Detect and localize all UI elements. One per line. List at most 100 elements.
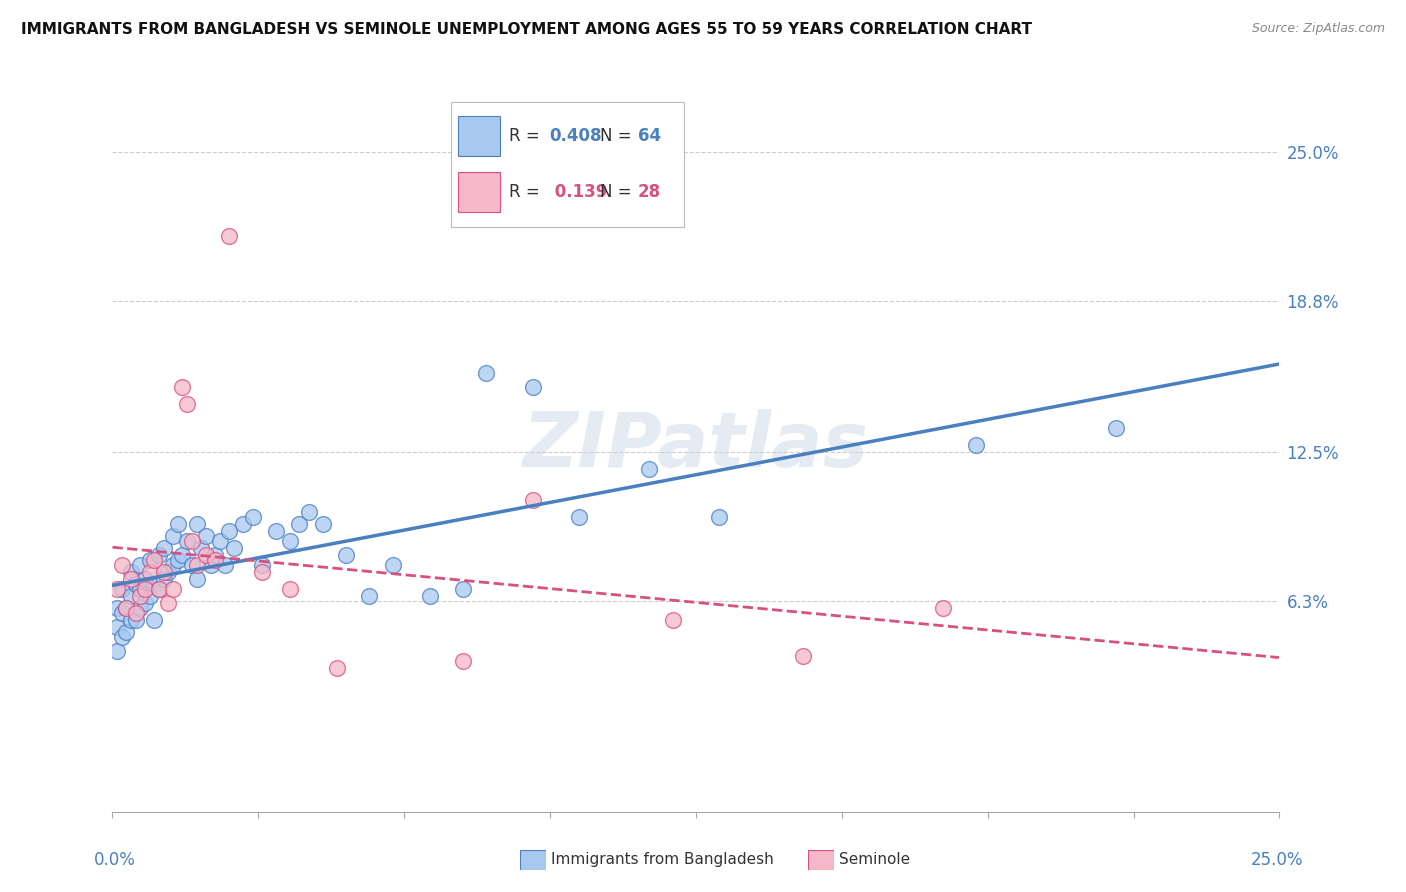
Point xyxy=(204,548,226,562)
Point xyxy=(143,553,166,567)
Point xyxy=(148,548,170,562)
Point xyxy=(120,565,142,579)
Point xyxy=(1105,421,1128,435)
Point xyxy=(278,582,301,596)
Point xyxy=(139,589,162,603)
Point xyxy=(148,582,170,596)
Point xyxy=(134,582,156,596)
Point xyxy=(297,505,319,519)
Point xyxy=(125,606,148,620)
Point xyxy=(176,533,198,548)
Text: 0.0%: 0.0% xyxy=(94,851,136,869)
Point xyxy=(120,589,142,603)
Point xyxy=(194,529,217,543)
Point xyxy=(120,572,142,586)
Point xyxy=(115,624,138,639)
Point xyxy=(166,516,188,531)
Point xyxy=(522,380,544,394)
Point xyxy=(153,541,176,555)
Point xyxy=(111,630,134,644)
Point xyxy=(242,509,264,524)
Point xyxy=(325,661,347,675)
Point xyxy=(134,596,156,610)
Point xyxy=(129,600,152,615)
Point xyxy=(111,582,134,596)
Point xyxy=(157,596,180,610)
Point xyxy=(111,606,134,620)
Point xyxy=(148,582,170,596)
Point xyxy=(214,558,236,572)
Point xyxy=(153,572,176,586)
Point xyxy=(965,438,987,452)
Text: 25.0%: 25.0% xyxy=(1250,851,1303,869)
Point xyxy=(180,533,202,548)
Point xyxy=(172,380,194,394)
FancyBboxPatch shape xyxy=(808,850,834,870)
Point xyxy=(115,600,138,615)
Point xyxy=(232,516,254,531)
Point xyxy=(222,541,245,555)
Point xyxy=(129,582,152,596)
Point xyxy=(176,397,198,411)
Point xyxy=(115,600,138,615)
Point xyxy=(335,548,357,562)
Point xyxy=(264,524,287,538)
Point xyxy=(162,558,184,572)
Point xyxy=(153,565,176,579)
Point xyxy=(166,553,188,567)
Point xyxy=(186,572,208,586)
Point xyxy=(125,613,148,627)
Point xyxy=(568,509,591,524)
Point xyxy=(250,558,273,572)
Point xyxy=(180,558,202,572)
FancyBboxPatch shape xyxy=(520,850,546,870)
Text: IMMIGRANTS FROM BANGLADESH VS SEMINOLE UNEMPLOYMENT AMONG AGES 55 TO 59 YEARS CO: IMMIGRANTS FROM BANGLADESH VS SEMINOLE U… xyxy=(21,22,1032,37)
Point xyxy=(359,589,381,603)
Point xyxy=(419,589,441,603)
Point xyxy=(522,492,544,507)
Point xyxy=(932,600,955,615)
Point xyxy=(288,516,311,531)
Point xyxy=(105,582,128,596)
Point xyxy=(162,582,184,596)
Point xyxy=(709,509,731,524)
Point xyxy=(451,654,474,668)
Point xyxy=(134,572,156,586)
Point xyxy=(200,558,222,572)
Point xyxy=(311,516,333,531)
Point xyxy=(475,366,498,380)
Text: Immigrants from Bangladesh: Immigrants from Bangladesh xyxy=(551,853,773,867)
Point xyxy=(278,533,301,548)
Point xyxy=(162,529,184,543)
Point xyxy=(661,613,683,627)
Point xyxy=(105,600,128,615)
Point xyxy=(125,577,148,591)
Point xyxy=(250,565,273,579)
Point xyxy=(186,558,208,572)
Point xyxy=(105,620,128,634)
Point xyxy=(143,577,166,591)
Point xyxy=(381,558,404,572)
Point xyxy=(638,462,661,476)
Point xyxy=(111,558,134,572)
Point xyxy=(172,548,194,562)
Text: Source: ZipAtlas.com: Source: ZipAtlas.com xyxy=(1251,22,1385,36)
Point xyxy=(139,553,162,567)
Point xyxy=(157,565,180,579)
Point xyxy=(204,553,226,567)
Point xyxy=(451,582,474,596)
Point xyxy=(129,558,152,572)
Text: Seminole: Seminole xyxy=(839,853,911,867)
Text: ZIPatlas: ZIPatlas xyxy=(523,409,869,483)
Point xyxy=(105,644,128,658)
Point xyxy=(792,648,814,663)
Point xyxy=(208,533,231,548)
Point xyxy=(129,589,152,603)
Point xyxy=(190,541,212,555)
Point xyxy=(218,229,240,244)
Point xyxy=(194,548,217,562)
Point xyxy=(218,524,240,538)
Point xyxy=(143,613,166,627)
Point xyxy=(139,565,162,579)
Point xyxy=(120,613,142,627)
